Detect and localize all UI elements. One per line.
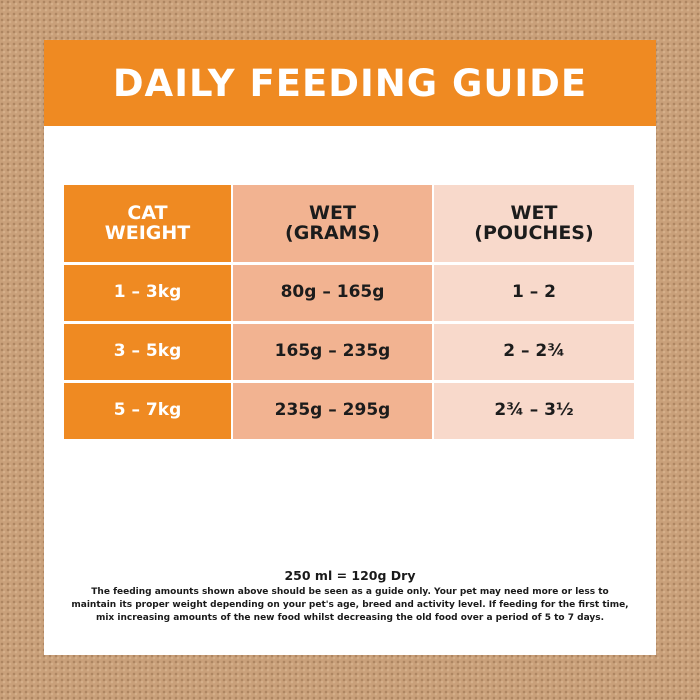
disclaimer-text: The feeding amounts shown above should b…	[44, 586, 656, 625]
disclaimer-line-2: maintain its proper weight depending on …	[71, 600, 629, 610]
header-wet-grams: WET (GRAMS)	[233, 185, 432, 262]
title-banner: DAILY FEEDING GUIDE	[44, 40, 656, 126]
disclaimer-line-1: The feeding amounts shown above should b…	[91, 587, 609, 597]
row-3-grams: 235g – 295g	[233, 383, 432, 439]
header-wet-pouches: WET (POUCHES)	[434, 185, 634, 262]
row-1-grams: 80g – 165g	[233, 265, 432, 321]
row-2-weight: 3 – 5kg	[64, 324, 231, 380]
page-title: DAILY FEEDING GUIDE	[112, 61, 588, 105]
row-2-grams: 165g – 235g	[233, 324, 432, 380]
row-1-weight: 1 – 3kg	[64, 265, 231, 321]
conversion-note: 250 ml = 120g Dry	[284, 568, 416, 583]
row-3-weight: 5 – 7kg	[64, 383, 231, 439]
row-2-pouches: 2 – 2¾	[434, 324, 634, 380]
feeding-guide-card: DAILY FEEDING GUIDE CAT WEIGHT WET (GRAM…	[44, 40, 656, 655]
row-1-pouches: 1 – 2	[434, 265, 634, 321]
header-cat-weight: CAT WEIGHT	[64, 185, 231, 262]
footer-note: 250 ml = 120g Dry The feeding amounts sh…	[44, 568, 656, 625]
disclaimer-line-3: mix increasing amounts of the new food w…	[95, 613, 605, 623]
feeding-table: CAT WEIGHT WET (GRAMS) WET (POUCHES) 1 –…	[64, 185, 634, 439]
row-3-pouches: 2¾ – 3½	[434, 383, 634, 439]
